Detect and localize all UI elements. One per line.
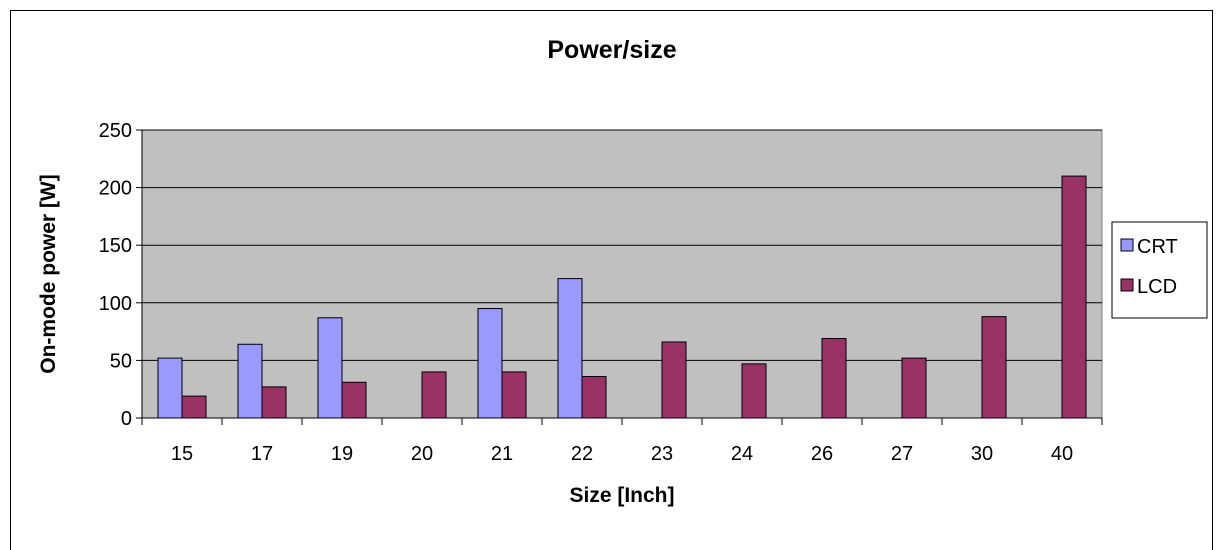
legend-swatch-crt: [1120, 238, 1134, 252]
x-tick-label: 27: [891, 443, 913, 465]
bar-lcd-19: [341, 381, 367, 419]
plot-area: 0 50 100 150 200 250 15 17 19 20 21 22 23 24 26 27 30 40: [99, 120, 1103, 465]
x-tick-label: 40: [1051, 443, 1073, 465]
legend-label-crt: CRT: [1137, 236, 1178, 258]
legend: CRT LCD: [1111, 221, 1208, 319]
bar-lcd-23: [661, 341, 687, 419]
y-tick-label: 250: [99, 120, 132, 142]
y-tick-label: 150: [99, 235, 132, 257]
bar-lcd-24: [741, 363, 767, 419]
bar-crt-22: [557, 278, 583, 419]
x-tick-label: 15: [171, 443, 193, 465]
bar-lcd-15: [181, 395, 207, 419]
bar-crt-19: [317, 317, 343, 419]
bar-lcd-40: [1061, 175, 1087, 419]
y-tick-label: 100: [99, 293, 132, 315]
chart-title: Power/size: [547, 36, 676, 64]
bar-lcd-26: [821, 338, 847, 419]
bar-crt-21: [477, 308, 503, 419]
x-tick-label: 23: [651, 443, 673, 465]
bar-crt-17: [237, 343, 263, 419]
bar-lcd-22: [581, 376, 607, 419]
y-tick-label: 50: [110, 350, 132, 372]
x-tick-label: 19: [331, 443, 353, 465]
x-tick-label: 30: [971, 443, 993, 465]
x-tick-label: 17: [251, 443, 273, 465]
y-axis-label: On-mode power [W]: [37, 174, 60, 373]
legend-box: [1111, 221, 1208, 319]
bar-lcd-17: [261, 386, 287, 419]
x-tick-label: 20: [411, 443, 433, 465]
bar-lcd-20: [421, 371, 447, 419]
bar-lcd-30: [981, 316, 1007, 419]
plot-background: [141, 129, 1103, 419]
x-tick-label: 21: [491, 443, 513, 465]
y-tick-label: 200: [99, 178, 132, 200]
legend-swatch-lcd: [1120, 278, 1134, 292]
x-axis-label: Size [Inch]: [569, 484, 674, 507]
x-tick-label: 22: [571, 443, 593, 465]
x-tick-label: 26: [811, 443, 833, 465]
bar-lcd-21: [501, 371, 527, 419]
x-tick-label: 24: [731, 443, 753, 465]
y-tick-label: 0: [121, 408, 132, 430]
bar-lcd-27: [901, 357, 927, 419]
legend-label-lcd: LCD: [1137, 276, 1177, 298]
bar-crt-15: [157, 357, 183, 419]
